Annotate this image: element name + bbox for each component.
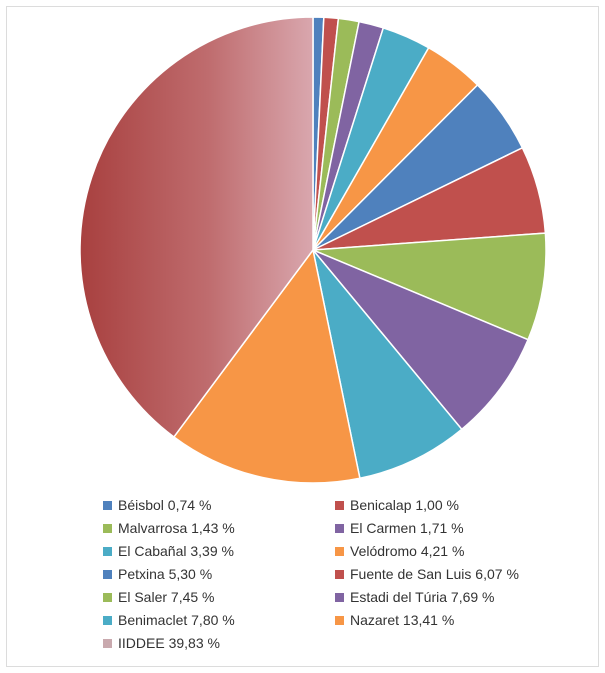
legend-label: IIDDEE 39,83 % bbox=[118, 635, 220, 651]
legend-swatch bbox=[103, 524, 112, 533]
legend-swatch bbox=[103, 570, 112, 579]
legend-item: El Cabañal 3,39 % bbox=[103, 543, 335, 559]
legend-item: Velódromo 4,21 % bbox=[335, 543, 575, 559]
legend-swatch bbox=[103, 593, 112, 602]
legend-item: Benimaclet 7,80 % bbox=[103, 612, 335, 628]
legend-label: Béisbol 0,74 % bbox=[118, 497, 211, 513]
legend-label: Estadi del Túria 7,69 % bbox=[350, 589, 495, 605]
legend-swatch bbox=[103, 547, 112, 556]
pie-slices bbox=[80, 17, 546, 483]
legend: Béisbol 0,74 % Benicalap 1,00 % Malvarrosa… bbox=[103, 497, 583, 651]
legend-swatch bbox=[335, 593, 344, 602]
legend-swatch bbox=[335, 501, 344, 510]
pie-chart bbox=[7, 7, 600, 487]
legend-label: El Cabañal 3,39 % bbox=[118, 543, 234, 559]
legend-swatch bbox=[103, 501, 112, 510]
legend-swatch bbox=[103, 616, 112, 625]
legend-item: IIDDEE 39,83 % bbox=[103, 635, 335, 651]
chart-frame: Béisbol 0,74 % Benicalap 1,00 % Malvarrosa… bbox=[6, 6, 599, 667]
legend-item: El Carmen 1,71 % bbox=[335, 520, 575, 536]
legend-item: Malvarrosa 1,43 % bbox=[103, 520, 335, 536]
legend-label: El Carmen 1,71 % bbox=[350, 520, 464, 536]
legend-swatch bbox=[335, 570, 344, 579]
legend-item: Nazaret 13,41 % bbox=[335, 612, 575, 628]
legend-swatch bbox=[335, 524, 344, 533]
legend-swatch bbox=[335, 547, 344, 556]
legend-label: El Saler 7,45 % bbox=[118, 589, 215, 605]
legend-label: Fuente de San Luis 6,07 % bbox=[350, 566, 519, 582]
legend-item: Fuente de San Luis 6,07 % bbox=[335, 566, 575, 582]
legend-item: Béisbol 0,74 % bbox=[103, 497, 335, 513]
legend-item: El Saler 7,45 % bbox=[103, 589, 335, 605]
legend-item: Petxina 5,30 % bbox=[103, 566, 335, 582]
legend-label: Malvarrosa 1,43 % bbox=[118, 520, 235, 536]
legend-label: Benimaclet 7,80 % bbox=[118, 612, 235, 628]
legend-item: Estadi del Túria 7,69 % bbox=[335, 589, 575, 605]
legend-label: Benicalap 1,00 % bbox=[350, 497, 459, 513]
legend-item: Benicalap 1,00 % bbox=[335, 497, 575, 513]
legend-swatch bbox=[335, 616, 344, 625]
legend-swatch bbox=[103, 639, 112, 648]
legend-label: Nazaret 13,41 % bbox=[350, 612, 454, 628]
legend-label: Petxina 5,30 % bbox=[118, 566, 212, 582]
legend-label: Velódromo 4,21 % bbox=[350, 543, 464, 559]
